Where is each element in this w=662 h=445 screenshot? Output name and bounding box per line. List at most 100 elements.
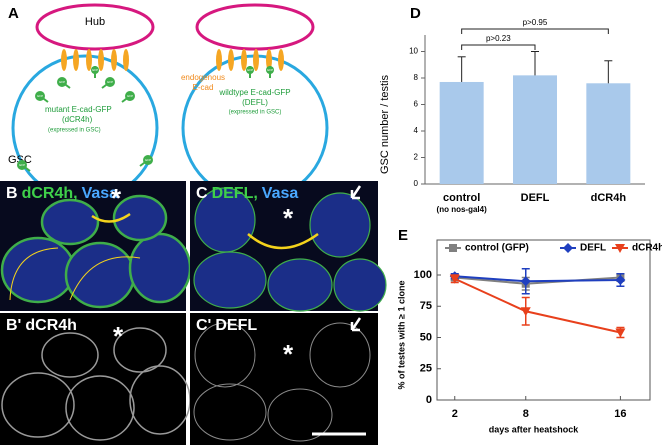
point (615, 328, 626, 338)
gfp-label: GFP (145, 158, 151, 162)
gfp (35, 91, 45, 101)
legend-marker (449, 244, 457, 252)
x-tick-label: DEFL (521, 192, 550, 204)
significance-label: p>0.95 (523, 18, 548, 27)
gfp-label: GFP (37, 94, 43, 98)
mutant-note: (expressed in GSC) (48, 128, 101, 134)
e-cad (86, 49, 92, 71)
hub (195, 3, 315, 51)
point (520, 276, 531, 287)
e-cad (278, 49, 284, 71)
y-tick-label: 0 (414, 179, 419, 188)
series-line (454, 277, 621, 334)
legend-label: control (GFP) (465, 243, 529, 254)
e-cad (98, 49, 104, 71)
arrow (350, 185, 362, 200)
panel-title: B' dCR4h (6, 317, 77, 334)
panel-label: D (410, 5, 421, 22)
legend-label: DEFL (580, 243, 606, 254)
significance-label: p>0.23 (486, 34, 511, 43)
bar (586, 83, 631, 184)
x-tick-label: dCR4h (591, 192, 627, 204)
cells (193, 187, 387, 312)
panel-title: C DEFL, Vasa (196, 185, 298, 202)
x-tick-label: 16 (614, 408, 626, 420)
y-tick-label: 25 (420, 363, 432, 375)
e-cad (73, 49, 79, 71)
gfp (105, 77, 115, 87)
y-tick-label: 50 (420, 331, 432, 343)
panel-c: C DEFL, Vasa * (190, 181, 387, 312)
x-tick-label: 8 (523, 408, 529, 420)
cadherin-markers: GFPGFPGFPGFPGFPGFPGFPGFPGFPGFPGFPGFP (17, 49, 284, 206)
y-tick-label: 0 (426, 394, 432, 406)
wildtype-label: wildtype E-cad-GFP (DEFL) (218, 88, 290, 107)
endogenous-label: endogenous E-cad (181, 73, 225, 92)
asterisk: * (283, 339, 294, 369)
charts: D GSC number / testis 0 2 4 6 8 10 control(no no… (379, 5, 662, 434)
gfp (57, 77, 67, 87)
hub-outline (247, 232, 319, 250)
plot-frame (436, 239, 651, 401)
gfp (246, 66, 254, 74)
e-cad (123, 49, 129, 71)
e-cad (266, 49, 272, 71)
x-tick-sublabel: (no nos-gal4) (437, 205, 488, 214)
point (520, 307, 531, 317)
y-tick-label: 75 (420, 300, 432, 312)
gfp (266, 66, 274, 74)
panel-b-prime: B' dCR4h * (0, 313, 191, 445)
asterisk: * (113, 321, 124, 351)
micrograph (190, 313, 378, 445)
panel-label: E (398, 227, 408, 244)
gsc-outline (9, 247, 141, 301)
point (449, 274, 460, 284)
y-tick-label: 8 (414, 73, 419, 82)
legend-marker (615, 244, 625, 253)
bar (439, 81, 484, 184)
arrow (350, 317, 362, 332)
hub (35, 3, 155, 51)
significance-bracket (461, 44, 536, 50)
asterisk: * (111, 183, 122, 213)
x-tick-label: 2 (452, 408, 458, 420)
hub-label: Hub (85, 16, 105, 28)
bar (513, 75, 557, 184)
y-axis-label: % of testes with ≥ 1 clone (396, 281, 406, 390)
y-tick-label: 10 (409, 47, 418, 56)
x-axis-label: days after heatshock (489, 424, 580, 434)
gfp (143, 155, 153, 165)
gfp (17, 160, 27, 170)
hub-outline (91, 212, 131, 223)
gfp-label: GFP (92, 68, 98, 72)
y-tick-label: 4 (414, 126, 419, 135)
e-cad (241, 49, 247, 71)
x-tick-label: control (443, 192, 480, 204)
significance-bracket (461, 28, 609, 34)
panel-c-prime: C' DEFL * (190, 313, 378, 445)
e-cad (253, 49, 259, 71)
point (615, 275, 626, 285)
legend-marker (563, 243, 573, 253)
e-cad (228, 49, 234, 71)
panel-title: C' DEFL (196, 317, 257, 334)
gfp-label: GFP (247, 68, 253, 72)
y-axis-label: GSC number / testis (379, 74, 391, 174)
mutant-label: mutant E-cad-GFP (dCR4h) (45, 105, 112, 124)
cells (0, 194, 192, 309)
y-tick-label: 6 (414, 100, 419, 109)
e-cad (216, 49, 222, 71)
y-tick-label: 2 (414, 153, 419, 162)
gfp-label: GFP (267, 68, 273, 72)
e-cad (111, 49, 117, 71)
wildtype-note: (expressed in GSC) (229, 110, 282, 116)
gfp-label: GFP (127, 94, 133, 98)
legend-label: dCR4h (632, 243, 662, 254)
gfp-label: GFP (107, 80, 113, 84)
gfp-label: GFP (59, 80, 65, 84)
asterisk: * (283, 203, 294, 233)
gfp-label: GFP (19, 163, 25, 167)
